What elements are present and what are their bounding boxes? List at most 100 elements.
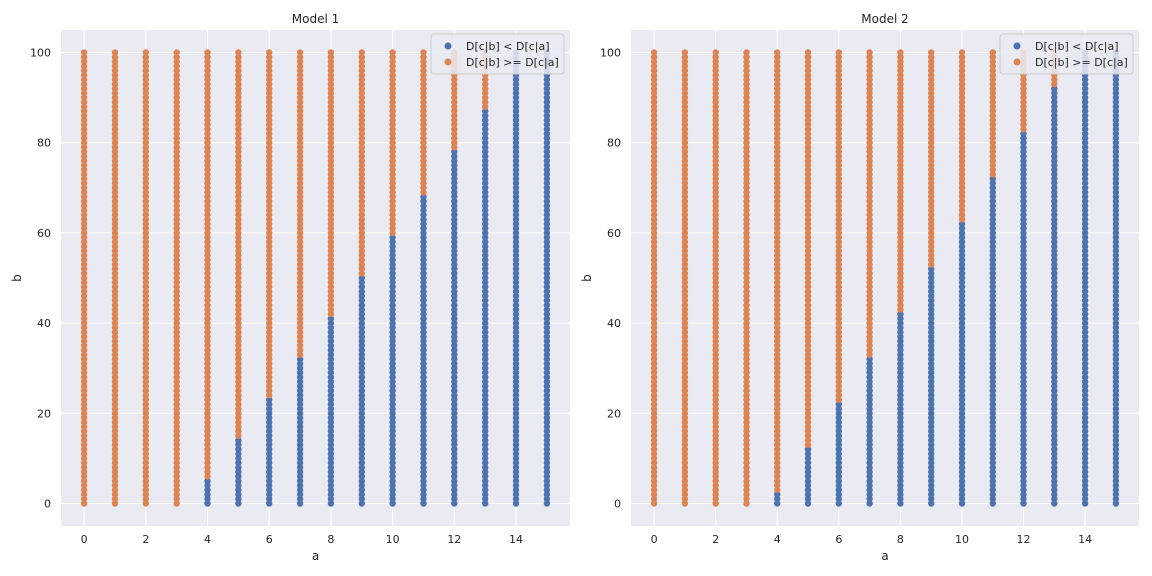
data-point: [897, 383, 904, 390]
data-point: [681, 148, 689, 155]
data-point: [866, 117, 873, 124]
data-point: [482, 468, 489, 476]
data-point: [1020, 378, 1027, 385]
data-point: [1112, 459, 1120, 467]
data-point: [866, 410, 873, 417]
data-point: [650, 166, 658, 173]
data-point: [804, 103, 812, 110]
data-point: [1081, 202, 1089, 210]
data-point: [173, 85, 180, 92]
data-point: [420, 410, 427, 417]
data-point: [958, 130, 966, 137]
data-point: [204, 49, 211, 56]
data-point: [743, 410, 750, 417]
data-point: [111, 135, 119, 142]
data-point: [866, 437, 873, 444]
data-point: [774, 189, 781, 196]
data-point: [173, 473, 180, 480]
data-point: [482, 292, 489, 300]
data-point: [358, 98, 365, 106]
data-point: [358, 189, 365, 196]
y-tick-label: 100: [30, 47, 51, 60]
data-point: [327, 369, 335, 376]
data-point: [1020, 225, 1027, 232]
data-point: [543, 414, 551, 421]
data-point: [1051, 166, 1058, 173]
data-point: [958, 112, 966, 119]
data-point: [1081, 324, 1089, 331]
data-point: [204, 306, 211, 313]
data-point: [774, 419, 781, 426]
data-point: [989, 459, 996, 467]
data-point: [327, 53, 335, 61]
data-point: [1081, 198, 1089, 205]
data-point: [989, 495, 996, 503]
data-point: [989, 423, 996, 430]
data-point: [111, 85, 119, 92]
data-point: [897, 71, 904, 79]
data-point: [451, 365, 458, 372]
data-point: [681, 392, 689, 399]
data-point: [451, 148, 458, 155]
data-point: [866, 315, 873, 322]
data-point: [928, 274, 935, 282]
data-point: [111, 162, 119, 169]
data-point: [512, 428, 520, 435]
data-point: [482, 477, 489, 485]
data-point: [1081, 225, 1089, 232]
data-point: [1020, 121, 1027, 128]
data-point: [543, 162, 551, 169]
data-point: [389, 117, 396, 124]
data-point: [80, 198, 88, 205]
data-point: [204, 396, 211, 403]
data-point: [804, 108, 812, 115]
data-point: [296, 135, 304, 142]
data-point: [804, 184, 812, 191]
data-point: [681, 383, 689, 390]
data-point: [1112, 139, 1120, 146]
data-point: [1051, 139, 1058, 146]
data-point: [774, 405, 781, 412]
data-point: [142, 333, 149, 340]
data-point: [743, 428, 750, 435]
data-point: [173, 202, 180, 210]
data-point: [111, 337, 119, 345]
data-point: [804, 315, 812, 322]
data-point: [804, 301, 812, 309]
data-point: [866, 130, 873, 137]
data-point: [296, 432, 304, 439]
data-point: [266, 71, 273, 79]
data-point: [712, 94, 719, 101]
data-point: [650, 180, 658, 187]
data-point: [512, 401, 520, 408]
data-point: [650, 383, 658, 390]
data-point: [650, 135, 658, 142]
data-point: [712, 337, 719, 345]
data-point: [897, 67, 904, 74]
data-point: [958, 441, 966, 448]
data-point: [897, 184, 904, 191]
data-point: [543, 175, 551, 182]
data-point: [80, 423, 88, 430]
data-point: [358, 71, 365, 79]
data-point: [989, 49, 996, 56]
data-point: [451, 247, 458, 255]
data-point: [712, 175, 719, 182]
data-point: [111, 319, 119, 327]
data-point: [774, 396, 781, 403]
data-point: [111, 292, 119, 300]
data-point: [774, 441, 781, 448]
data-point: [989, 396, 996, 403]
data-point: [712, 495, 719, 503]
data-point: [774, 392, 781, 399]
data-point: [866, 486, 873, 494]
data-point: [958, 423, 966, 430]
data-point: [835, 94, 842, 101]
data-point: [111, 139, 119, 146]
data-point: [482, 396, 489, 403]
data-point: [80, 216, 88, 223]
data-point: [712, 333, 719, 340]
data-point: [681, 71, 689, 79]
data-point: [928, 247, 935, 255]
